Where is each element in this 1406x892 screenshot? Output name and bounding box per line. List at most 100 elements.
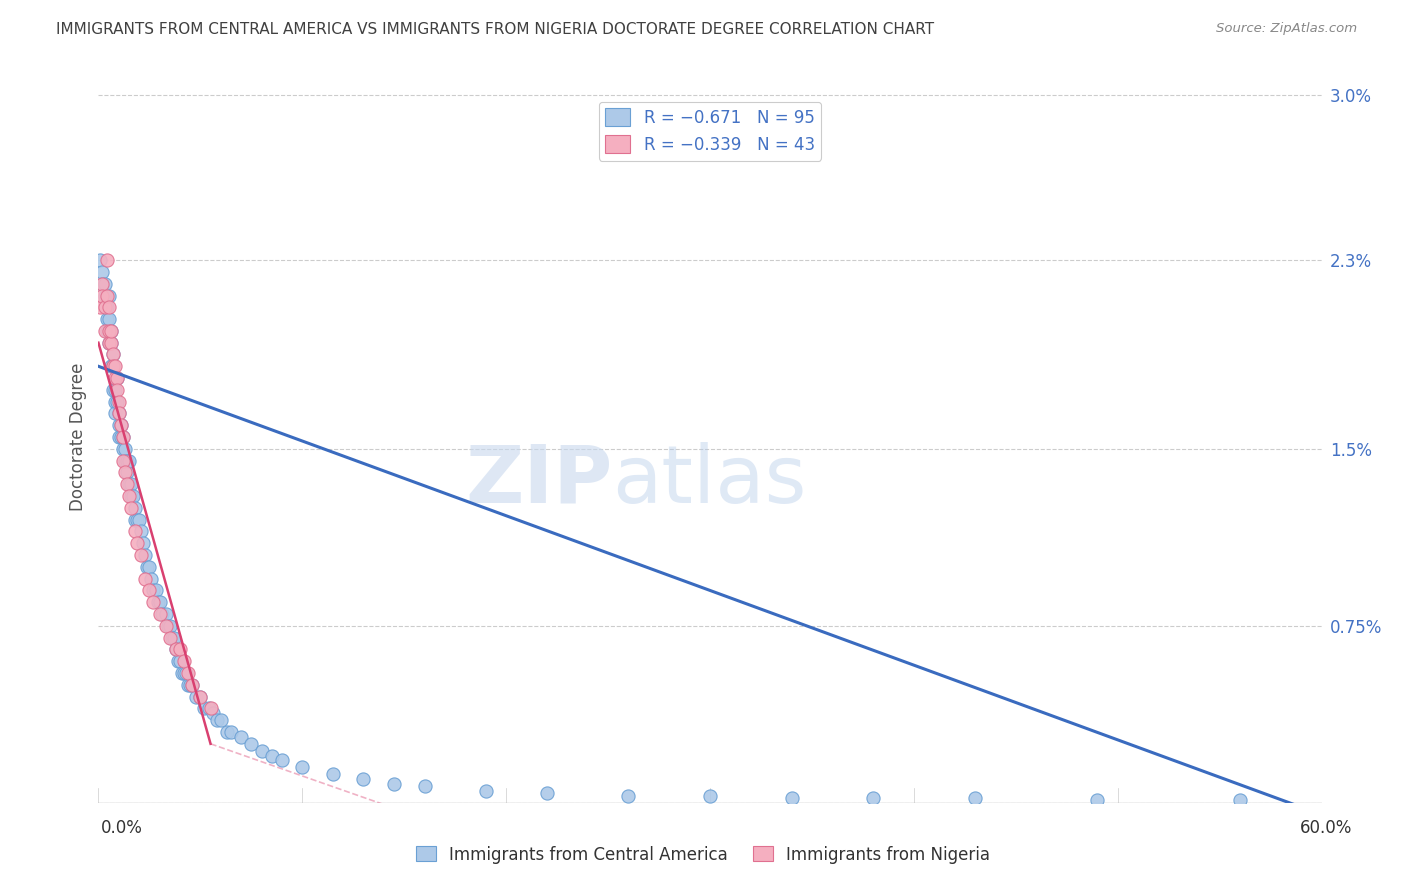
Point (149, 607, 172, 621)
Point (97, 301, 120, 315)
Point (270, 753, 294, 767)
Point (89, 253, 111, 268)
Point (170, 666, 193, 681)
Point (699, 789, 721, 803)
Point (91, 288, 114, 302)
Point (108, 430, 131, 444)
Point (105, 394, 128, 409)
Point (181, 678, 204, 692)
Point (96, 288, 118, 302)
Point (100, 324, 122, 338)
Point (96, 312, 118, 326)
Point (382, 777, 405, 791)
Point (101, 347, 124, 361)
Point (155, 619, 177, 633)
Point (104, 407, 127, 421)
Point (96, 301, 118, 315)
Point (1229, 793, 1251, 807)
Point (474, 784, 498, 798)
Point (352, 772, 374, 787)
Point (108, 407, 131, 421)
Point (124, 513, 146, 527)
Point (159, 619, 181, 633)
Point (108, 418, 131, 433)
Point (240, 737, 263, 751)
Point (105, 371, 128, 385)
Point (129, 524, 152, 539)
Point (965, 791, 987, 805)
Point (215, 725, 238, 739)
Point (115, 453, 138, 467)
Point (617, 789, 640, 803)
Point (128, 513, 150, 527)
Text: ZIP: ZIP (465, 442, 612, 520)
Point (141, 572, 163, 586)
Point (156, 619, 179, 633)
Point (169, 642, 191, 657)
Point (115, 466, 138, 480)
Point (104, 359, 127, 374)
Point (91, 265, 114, 279)
Legend: R = −0.671   N = 95, R = −0.339   N = 43: R = −0.671 N = 95, R = −0.339 N = 43 (599, 102, 821, 161)
Text: 0.0%: 0.0% (101, 819, 143, 837)
Point (101, 347, 124, 361)
Legend: Immigrants from Central America, Immigrants from Nigeria: Immigrants from Central America, Immigra… (409, 839, 997, 871)
Point (114, 442, 136, 456)
Point (110, 418, 132, 433)
Point (197, 701, 219, 715)
Point (104, 371, 127, 385)
Point (97, 288, 120, 302)
Point (122, 489, 145, 503)
Y-axis label: Doctorate Degree: Doctorate Degree (69, 363, 87, 511)
Point (111, 442, 134, 456)
Point (173, 654, 195, 668)
Point (111, 453, 134, 467)
Point (155, 607, 177, 621)
Point (114, 453, 136, 467)
Point (200, 701, 222, 715)
Point (159, 631, 181, 645)
Point (89, 301, 111, 315)
Point (250, 744, 273, 758)
Point (132, 536, 155, 550)
Point (780, 791, 803, 805)
Point (101, 383, 124, 397)
Point (177, 678, 200, 692)
Point (108, 394, 131, 409)
Point (120, 489, 142, 503)
Point (108, 407, 131, 421)
Point (118, 477, 141, 491)
Point (173, 666, 195, 681)
Point (127, 536, 149, 550)
Point (93, 324, 115, 338)
Point (111, 430, 134, 444)
Point (136, 559, 159, 574)
Point (193, 701, 215, 715)
Point (100, 324, 122, 338)
Point (129, 548, 152, 562)
Point (205, 713, 228, 727)
Point (124, 524, 146, 539)
Point (291, 760, 314, 774)
Point (177, 666, 200, 681)
Text: IMMIGRANTS FROM CENTRAL AMERICA VS IMMIGRANTS FROM NIGERIA DOCTORATE DEGREE CORR: IMMIGRANTS FROM CENTRAL AMERICA VS IMMIG… (56, 22, 935, 37)
Point (91, 277, 114, 291)
Point (163, 631, 186, 645)
Point (188, 690, 212, 704)
Point (104, 383, 127, 397)
Point (413, 779, 436, 793)
Text: atlas: atlas (612, 442, 807, 520)
Point (115, 477, 138, 491)
Point (209, 713, 232, 727)
Point (231, 730, 253, 744)
Point (179, 678, 201, 692)
Point (93, 277, 115, 291)
Point (165, 642, 187, 657)
Point (188, 690, 212, 704)
Point (145, 583, 167, 598)
Point (322, 767, 344, 781)
Point (105, 383, 128, 397)
Point (186, 690, 208, 704)
Point (93, 301, 115, 315)
Point (100, 335, 122, 350)
